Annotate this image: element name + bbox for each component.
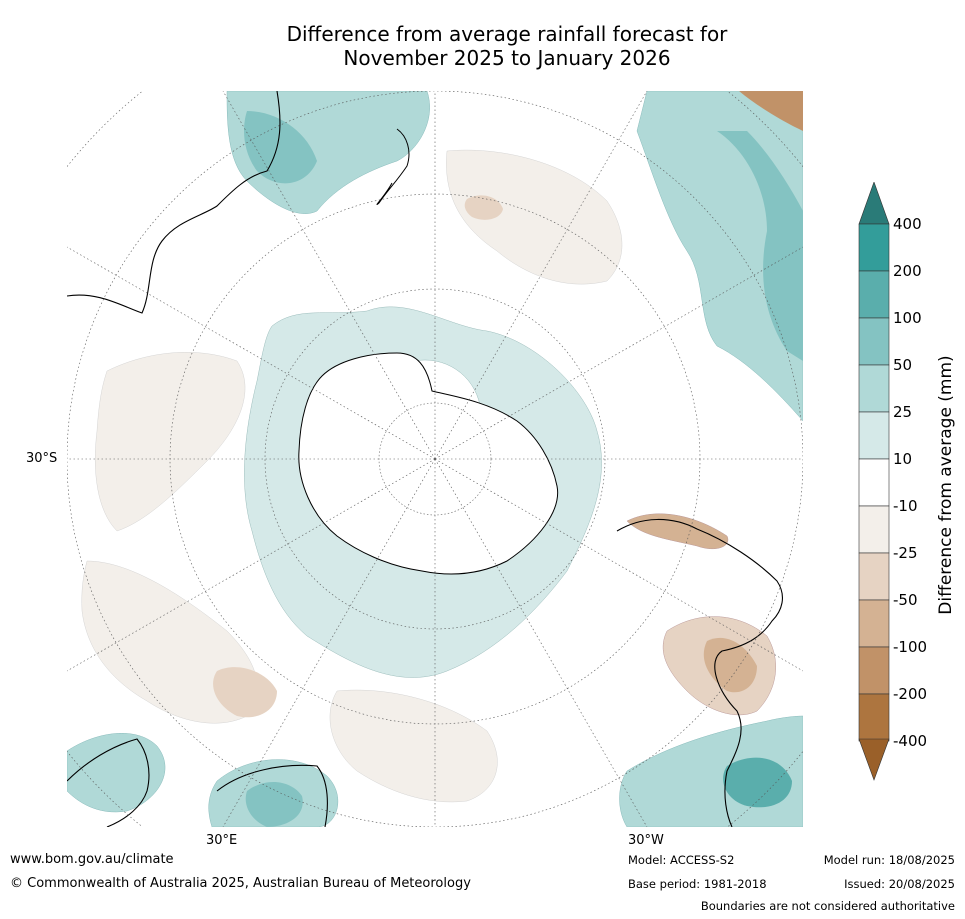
dry-core-south-pacific [464,195,503,220]
coastline-south-america [616,518,783,827]
colorbar-tick-label: 25 [893,403,913,421]
colorbar-tick-label: -25 [893,544,918,562]
coastline-africa [67,738,150,827]
dry-region-andes [626,513,729,550]
wet-region-southern-africa [67,733,166,813]
colorbar-bin [858,270,890,319]
colorbar [858,182,890,781]
footer-model-run: Model run: 18/08/2025 [823,853,955,867]
colorbar-tick-label: -50 [893,591,918,609]
colorbar-tick-label: 400 [893,215,922,233]
colorbar-bin [858,693,890,742]
dry-region-northeast-corner [739,91,803,131]
coastline-madagascar [216,764,328,827]
wet-core-tasman [244,111,317,184]
colorbar-tick-label: 50 [893,356,913,374]
footer-disclaimer: Boundaries are not considered authoritat… [700,899,955,913]
colorbar-bin [858,552,890,601]
coastline-australia [67,91,281,314]
dry-region-south-pacific [446,149,623,285]
dry-region-indian-ocean [95,352,246,532]
lat-label-30s: 30°S [26,451,58,466]
colorbar-under-triangle [858,738,890,781]
colorbar-bin [858,646,890,695]
colorbar-bin [858,364,890,413]
footer-model: Model: ACCESS-S2 [628,853,735,867]
footer-url[interactable]: www.bom.gov.au/climate [10,852,174,867]
graticule [67,91,803,827]
rainfall-anomaly-field [67,91,803,827]
colorbar-tick-label: -200 [893,685,928,703]
colorbar-over-triangle [858,182,890,225]
colorbar-tick-label: 100 [893,309,922,327]
title-line-2: November 2025 to January 2026 [343,46,671,70]
colorbar-tick-label: -400 [893,732,928,750]
wet-core-brazil [723,757,792,808]
dry-core-southwest-ocean [213,667,277,718]
wet-core-pacific [717,131,803,361]
colorbar-bin [858,505,890,554]
lon-label-30w: 30°W [628,833,664,848]
colorbar-bin [858,317,890,366]
colorbar-bin [858,599,890,648]
colorbar-bin [858,458,890,507]
rainfall-map [67,91,803,827]
lon-label-30e: 30°E [206,833,238,848]
footer-base-period: Base period: 1981-2018 [628,877,767,891]
colorbar-tick-label: 200 [893,262,922,280]
footer-issued: Issued: 20/08/2025 [844,877,955,891]
colorbar-title: Difference from average (mm) [936,355,956,615]
footer-copyright: © Commonwealth of Australia 2025, Austra… [10,876,471,891]
colorbar-tick-label: 10 [893,450,913,468]
colorbar-bin [858,411,890,460]
wet-core-madagascar [245,781,303,827]
colorbar-bin [858,223,890,272]
colorbar-tick-label: -100 [893,638,928,656]
title-line-1: Difference from average rainfall forecas… [286,22,728,46]
colorbar-tick-label: -10 [893,497,918,515]
colorbar-bins [858,223,890,742]
chart-title: Difference from average rainfall forecas… [0,22,965,70]
coastline-new-zealand [376,128,410,205]
dry-region-atlantic [329,689,498,803]
